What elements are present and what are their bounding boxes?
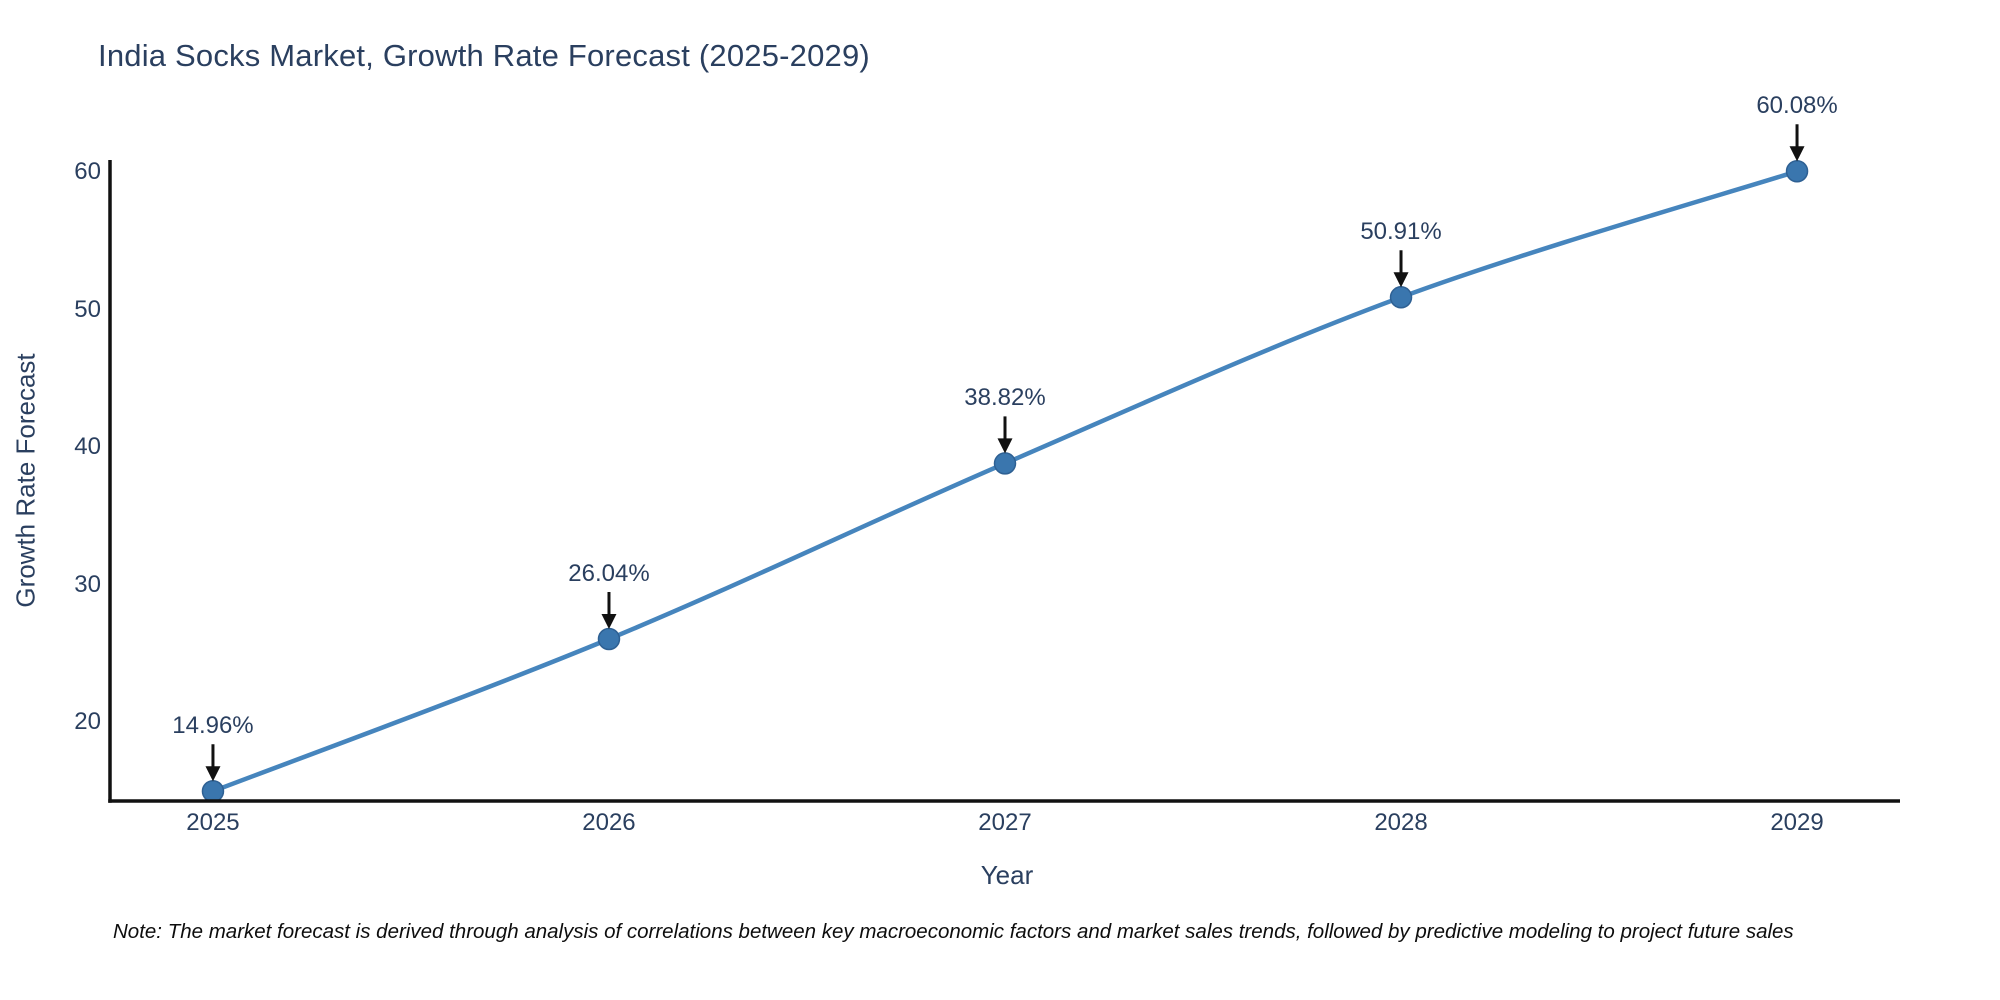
- point-value-label: 50.91%: [1360, 218, 1442, 246]
- x-tick-label: 2029: [1770, 809, 1824, 836]
- data-point-marker: [993, 452, 1017, 475]
- y-tick-label: 60: [74, 158, 101, 186]
- x-axis-title: Year: [980, 860, 1034, 890]
- annotation-arrow-head: [205, 766, 221, 782]
- data-point-marker: [597, 627, 621, 651]
- y-tick-label: 50: [74, 295, 101, 323]
- x-tick-label: 2028: [1374, 809, 1428, 836]
- x-tick-label: 2026: [582, 809, 636, 836]
- y-tick-label: 40: [74, 433, 101, 461]
- point-value-label: 26.04%: [568, 559, 650, 587]
- annotation-arrow-head: [997, 438, 1013, 454]
- data-point-marker: [1389, 286, 1413, 309]
- annotation-arrow-head: [601, 613, 617, 629]
- y-tick-label: 30: [74, 570, 101, 598]
- annotation-arrow-head: [1393, 272, 1409, 288]
- series-line: [210, 169, 1800, 794]
- data-point-marker: [1785, 160, 1809, 183]
- y-tick-label: 20: [74, 707, 101, 735]
- x-tick-label: 2025: [186, 809, 240, 836]
- point-value-label: 60.08%: [1756, 92, 1838, 120]
- data-point-marker: [201, 779, 225, 803]
- footnote: Note: The market forecast is derived thr…: [113, 920, 1794, 943]
- chart-title: India Socks Market, Growth Rate Forecast…: [98, 38, 870, 73]
- point-value-label: 14.96%: [172, 712, 254, 740]
- annotation-arrow-head: [1789, 146, 1805, 162]
- point-value-label: 38.82%: [964, 384, 1046, 412]
- x-tick-label: 2027: [978, 809, 1032, 836]
